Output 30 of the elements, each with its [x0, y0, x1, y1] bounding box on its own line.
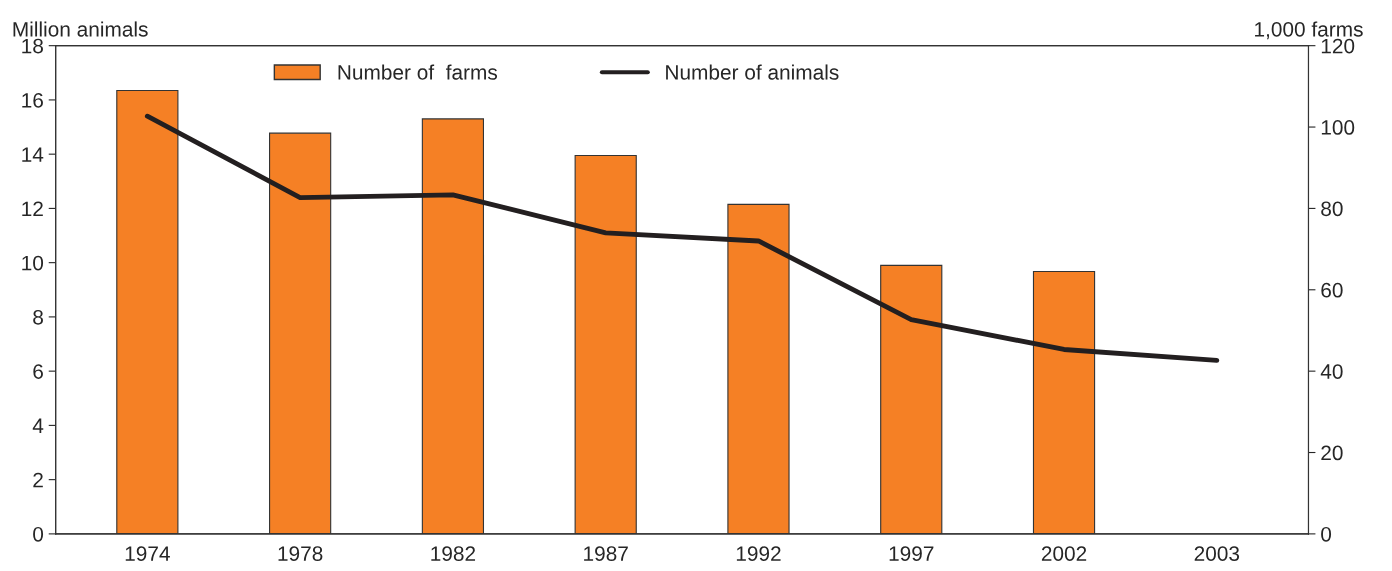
y-tick-label: 14: [22, 147, 44, 162]
y-tick-label: 16: [22, 92, 43, 108]
x-tick-label: 2003: [1194, 546, 1240, 561]
y-tick-label: 0: [33, 526, 44, 542]
y2-tick-label: 80: [1321, 201, 1343, 217]
y2-tick-label: 120: [1321, 38, 1355, 54]
line-series: [144, 113, 1220, 363]
x-tick-label: 2002: [1041, 546, 1087, 561]
y-tick-label: 6: [33, 364, 43, 379]
y2-tick-label: 40: [1320, 364, 1343, 379]
y2-tick-label: 20: [1321, 445, 1343, 461]
y-tick-label: 2: [33, 472, 43, 488]
x-tick-label: 1982: [431, 546, 476, 561]
legend-label: Number of animals: [666, 64, 839, 80]
y-tick-label: 12: [22, 201, 43, 216]
x-tick-label: 1978: [278, 546, 323, 561]
y-axis-title: Million animals: [13, 21, 148, 37]
legend-label: Number of farms: [338, 64, 498, 80]
y2-tick-label: 60: [1321, 282, 1343, 298]
x-tick-label: 1974: [125, 546, 170, 561]
x-tick-label: 1987: [584, 546, 628, 561]
x-tick-label: 1992: [736, 546, 781, 561]
y2-tick-label: 100: [1321, 120, 1355, 135]
y-tick-label: 4: [32, 418, 44, 433]
y2-axis-title: 1,000 farms: [1255, 21, 1363, 40]
y-tick-label: 18: [22, 38, 43, 54]
y-tick-label: 8: [33, 309, 43, 325]
y-tick-label: 10: [22, 255, 44, 271]
x-tick-label: 1997: [889, 546, 934, 561]
y2-tick-label: 0: [1321, 526, 1332, 542]
